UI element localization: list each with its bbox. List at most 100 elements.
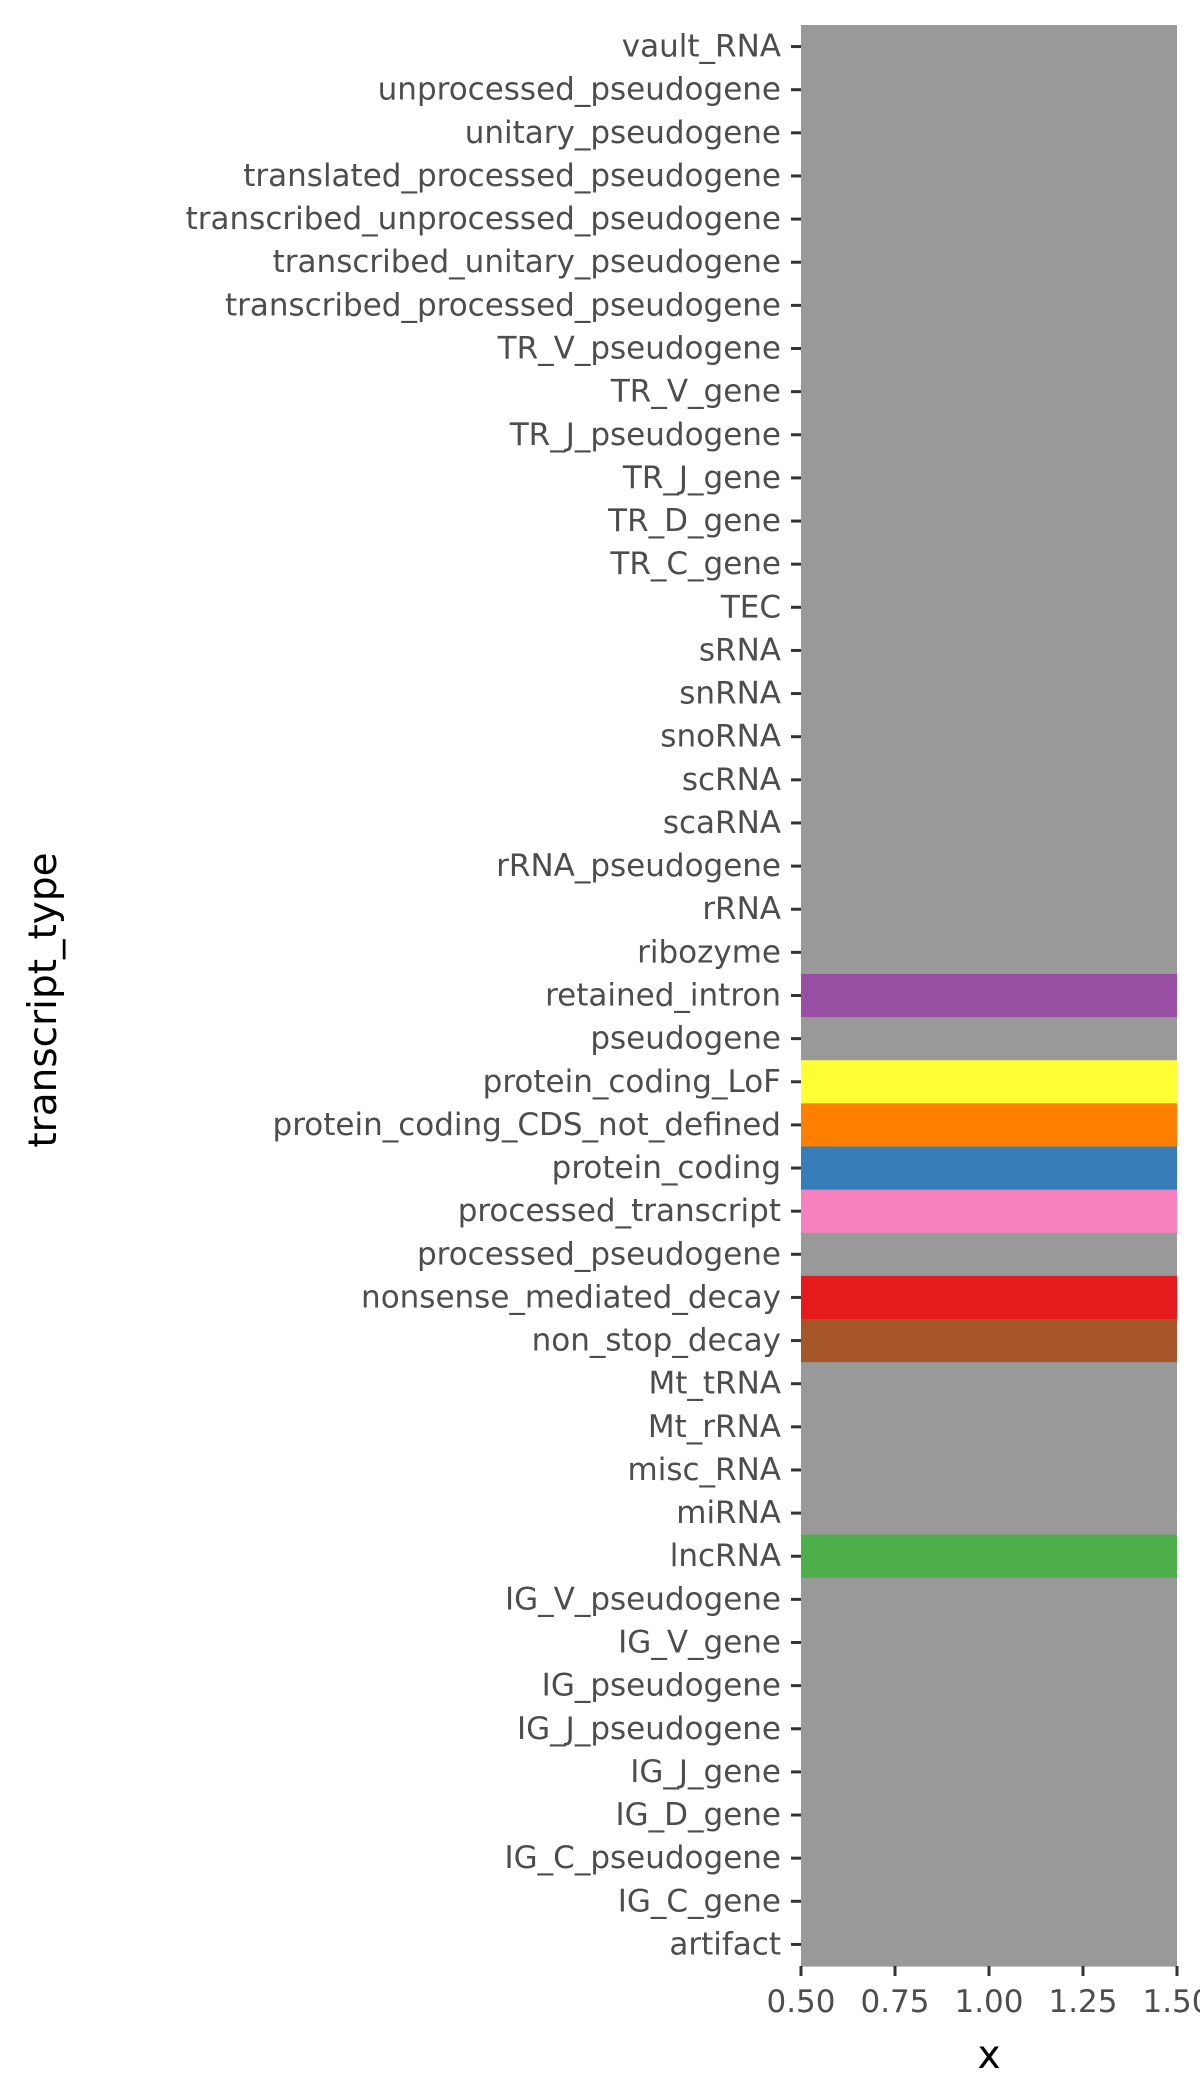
y-tick-label: unprocessed_pseudogene — [378, 72, 781, 108]
tile-IG_C_gene — [801, 1879, 1177, 1924]
y-tick-label: snoRNA — [660, 719, 781, 755]
tile-IG_D_gene — [801, 1793, 1177, 1838]
tile-rRNA_pseudogene — [801, 844, 1177, 889]
y-tick-label: nonsense_mediated_decay — [361, 1279, 781, 1315]
tile-IG_C_pseudogene — [801, 1836, 1177, 1881]
tile-TR_V_pseudogene — [801, 326, 1177, 371]
tile-IG_V_gene — [801, 1620, 1177, 1665]
y-axis-title: transcript_type — [21, 852, 66, 1147]
tile-snoRNA — [801, 715, 1177, 759]
tile-IG_pseudogene — [801, 1664, 1177, 1708]
tile-sRNA — [801, 628, 1177, 673]
tile-Mt_tRNA — [801, 1362, 1177, 1406]
y-tick-label: TR_C_gene — [609, 546, 781, 582]
y-tick-label: lncRNA — [670, 1538, 781, 1574]
tile-TR_D_gene — [801, 499, 1177, 544]
tile-IG_J_gene — [801, 1750, 1177, 1795]
tile-IG_V_pseudogene — [801, 1577, 1177, 1622]
y-tick-label: protein_coding_LoF — [483, 1064, 781, 1100]
y-tick-label: IG_V_pseudogene — [505, 1581, 781, 1617]
y-tick-label: IG_C_pseudogene — [505, 1840, 781, 1876]
y-tick-label: rRNA_pseudogene — [496, 848, 781, 884]
y-tick-label: IG_pseudogene — [542, 1668, 781, 1704]
x-tick-label: 1.25 — [1048, 1984, 1117, 2020]
tile-TR_V_gene — [801, 370, 1177, 414]
x-tick-label: 0.50 — [766, 1984, 835, 2020]
x-tick-label: 1.00 — [954, 1984, 1023, 2020]
tile-translated_processed_pseudogene — [801, 154, 1177, 199]
tile-transcribed_processed_pseudogene — [801, 283, 1177, 328]
tile-Mt_rRNA — [801, 1405, 1177, 1449]
tile-vault_RNA — [801, 25, 1177, 69]
y-tick-label: artifact — [669, 1926, 781, 1962]
y-tick-label: scRNA — [682, 762, 781, 798]
y-tick-label: TR_J_gene — [622, 460, 781, 496]
tile-ribozyme — [801, 930, 1177, 975]
y-tick-label: TR_V_pseudogene — [497, 331, 781, 367]
tile-protein_coding — [801, 1146, 1177, 1191]
y-tick-label: miRNA — [676, 1495, 781, 1531]
y-tick-label: ribozyme — [637, 934, 781, 970]
tile-protein_coding_LoF — [801, 1060, 1177, 1104]
tile-processed_pseudogene — [801, 1232, 1177, 1277]
x-axis: 0.50 0.75 1.00 1.25 1.50 — [766, 1966, 1200, 2020]
tile-misc_RNA — [801, 1448, 1177, 1493]
y-tick-label: transcribed_unitary_pseudogene — [273, 244, 781, 280]
y-tick-label: TR_J_pseudogene — [509, 417, 781, 453]
tile-nonsense_mediated_decay — [801, 1275, 1177, 1320]
tile-IG_J_pseudogene — [801, 1707, 1177, 1751]
tile-TEC — [801, 585, 1177, 630]
y-tick-label: translated_processed_pseudogene — [243, 158, 781, 194]
y-tick-label: misc_RNA — [628, 1452, 781, 1488]
tiles — [801, 25, 1177, 1967]
tile-TR_C_gene — [801, 542, 1177, 587]
tile-scaRNA — [801, 801, 1177, 846]
y-tick-label: Mt_tRNA — [649, 1366, 782, 1402]
y-tick-label: retained_intron — [545, 978, 781, 1014]
y-tick-label: IG_J_pseudogene — [517, 1711, 781, 1747]
y-tick-label: protein_coding — [552, 1150, 781, 1186]
tile-TR_J_pseudogene — [801, 413, 1177, 457]
y-tick-label: TR_V_gene — [610, 374, 781, 410]
y-tick-label: IG_C_gene — [618, 1883, 781, 1919]
y-tick-label: pseudogene — [590, 1021, 781, 1057]
y-tick-label: unitary_pseudogene — [465, 115, 781, 151]
y-tick-label: protein_coding_CDS_not_defined — [273, 1107, 781, 1143]
y-tick-label: transcribed_processed_pseudogene — [225, 287, 781, 323]
tile-transcribed_unprocessed_pseudogene — [801, 197, 1177, 242]
tile-scRNA — [801, 758, 1177, 802]
y-tick-label: IG_J_gene — [630, 1754, 781, 1790]
tile-protein_coding_CDS_not_defined — [801, 1103, 1177, 1148]
y-tick-label: TEC — [720, 589, 781, 625]
y-tick-label: transcribed_unprocessed_pseudogene — [186, 201, 781, 237]
y-tick-label: TR_D_gene — [607, 503, 781, 539]
x-axis-title: x — [977, 2033, 1000, 2078]
tile-retained_intron — [801, 973, 1177, 1018]
tile-lncRNA — [801, 1534, 1177, 1579]
y-tick-label: sRNA — [699, 632, 781, 668]
y-tick-label: IG_D_gene — [615, 1797, 781, 1833]
y-tick-label: non_stop_decay — [532, 1323, 781, 1359]
y-tick-label: scaRNA — [663, 805, 781, 841]
x-tick-label: 0.75 — [860, 1984, 929, 2020]
y-tick-label: snRNA — [679, 676, 781, 712]
y-tick-label: processed_pseudogene — [417, 1236, 781, 1272]
tile-pseudogene — [801, 1017, 1177, 1061]
y-tick-label: IG_V_gene — [618, 1625, 781, 1661]
tile-unitary_pseudogene — [801, 111, 1177, 155]
tile-transcribed_unitary_pseudogene — [801, 240, 1177, 285]
tile-artifact — [801, 1922, 1177, 1967]
tile-unprocessed_pseudogene — [801, 68, 1177, 112]
x-tick-label: 1.50 — [1142, 1984, 1200, 2020]
tile-miRNA — [801, 1491, 1177, 1536]
tile-processed_transcript — [801, 1189, 1177, 1234]
y-tick-label: processed_transcript — [458, 1193, 781, 1229]
y-tick-label: vault_RNA — [622, 29, 781, 65]
y-axis: vault_RNA unprocessed_pseudogene unitary_p… — [186, 29, 801, 1962]
tile-snRNA — [801, 672, 1177, 716]
tile-rRNA — [801, 887, 1177, 932]
y-tick-label: Mt_rRNA — [648, 1409, 781, 1445]
tile-non_stop_decay — [801, 1319, 1177, 1363]
tile-TR_J_gene — [801, 456, 1177, 501]
